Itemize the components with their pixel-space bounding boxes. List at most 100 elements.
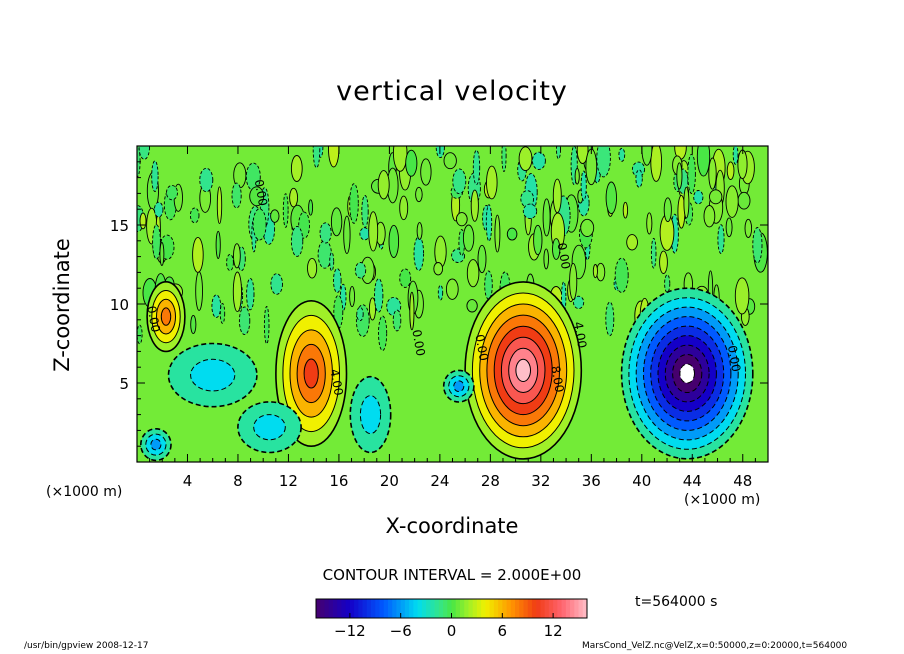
colorbar-tick-label: −6 — [390, 622, 412, 640]
colorbar-segment — [536, 599, 541, 618]
turbulent-eddy — [445, 278, 459, 300]
turbulent-eddy — [635, 169, 643, 188]
colorbar-segment — [366, 599, 372, 618]
colorbar-segment — [570, 599, 575, 618]
turbulent-eddy — [737, 191, 751, 210]
colorbar-segment — [561, 599, 567, 618]
turbulent-eddy — [725, 217, 733, 238]
turbulent-eddy — [219, 303, 226, 324]
turbulent-eddy — [726, 161, 735, 180]
turbulent-eddy — [708, 157, 717, 190]
turbulent-eddy — [683, 186, 690, 219]
turbulent-eddy — [737, 149, 748, 180]
turbulent-eddy — [159, 242, 165, 266]
updraft-cell — [464, 281, 583, 460]
turbulent-eddy — [416, 222, 423, 240]
turbulent-eddy — [290, 155, 303, 182]
contour-label: 0.00 — [144, 305, 162, 334]
turbulent-eddy — [486, 165, 498, 200]
colorbar-segment — [498, 599, 503, 618]
turbulent-eddy — [605, 181, 617, 215]
colorbar-segment — [451, 599, 457, 618]
contour-label: 0.00 — [725, 344, 743, 373]
turbulent-eddy — [472, 149, 481, 186]
colorbar-segment — [371, 599, 376, 618]
turbulent-eddy — [659, 250, 668, 274]
colorbar-segment — [582, 599, 588, 618]
turbulent-eddy — [717, 224, 725, 254]
downdraft-cell — [349, 375, 392, 454]
turbulent-eddy — [359, 227, 370, 241]
turbulent-eddy — [374, 278, 384, 313]
turbulent-eddy — [556, 146, 561, 160]
turbulent-eddy — [543, 248, 549, 270]
turbulent-eddy — [413, 236, 425, 271]
colorbar-segment — [383, 599, 389, 618]
turbulent-eddy — [569, 262, 578, 301]
turbulent-eddy — [328, 146, 340, 168]
x-tick-label: 12 — [279, 472, 298, 490]
turbulent-eddy — [650, 237, 657, 269]
turbulent-eddy — [622, 201, 629, 219]
turbulent-eddy — [576, 146, 589, 164]
turbulent-eddy — [232, 271, 242, 313]
turbulent-eddy — [485, 204, 493, 242]
turbulent-eddy — [189, 207, 200, 224]
downdraft-cell — [167, 342, 258, 408]
turbulent-eddy — [618, 147, 626, 162]
turbulent-eddy — [308, 199, 314, 216]
colorbar-segment — [387, 599, 393, 618]
x-tick-label: 40 — [632, 472, 651, 490]
colorbar-segment — [447, 599, 452, 618]
turbulent-eddy — [585, 148, 598, 186]
turbulent-eddy — [494, 214, 501, 253]
turbulent-eddy — [192, 236, 204, 273]
turbulent-eddy — [252, 208, 267, 241]
turbulent-eddy — [399, 268, 412, 288]
contour-level — [303, 358, 319, 389]
x-axis-label: X-coordinate — [385, 514, 519, 538]
turbulent-eddy — [531, 151, 546, 170]
colorbar-segment — [557, 599, 562, 618]
contour-label: 4.00 — [571, 321, 589, 350]
turbulent-eddy — [388, 224, 400, 258]
colorbar-segment — [523, 599, 529, 618]
colorbar-segment — [316, 599, 321, 618]
colorbar-segment — [544, 599, 550, 618]
turbulent-eddy — [249, 186, 265, 207]
turbulent-eddy — [392, 309, 402, 332]
colorbar-tick-label: −12 — [334, 622, 366, 640]
colorbar-segment — [553, 599, 558, 618]
colorbar-segment — [400, 599, 406, 618]
colorbar: −12 −6 0 6 12 — [315, 598, 588, 640]
turbulent-eddy — [596, 146, 611, 178]
x-tick-label: 36 — [582, 472, 601, 490]
colorbar-segment — [464, 599, 469, 618]
turbulent-eddy — [343, 215, 351, 254]
z-tick-label: 5 — [119, 375, 129, 393]
contour-label: 0.00 — [252, 178, 270, 207]
turbulent-eddy — [466, 259, 480, 288]
colorbar-segment — [459, 599, 465, 618]
x-tick-label: 24 — [430, 472, 449, 490]
turbulent-eddy — [378, 315, 388, 351]
colorbar-segment — [379, 599, 385, 618]
x-tick-label: 44 — [683, 472, 702, 490]
x-tick-label: 8 — [233, 472, 243, 490]
turbulent-eddy — [646, 212, 653, 235]
x-tick-label: 32 — [531, 472, 550, 490]
turbulent-eddy — [663, 197, 672, 223]
z-tick-label: 10 — [110, 296, 129, 314]
turbulent-eddy — [246, 277, 255, 311]
colorbar-segment — [430, 599, 435, 618]
colorbar-segment — [337, 599, 342, 618]
contour-level — [679, 363, 696, 384]
turbulent-eddy — [437, 284, 444, 301]
turbulent-eddy — [452, 168, 467, 195]
turbulent-eddy — [580, 218, 595, 237]
colorbar-segment — [472, 599, 478, 618]
turbulent-eddy — [552, 178, 562, 214]
colorbar-segment — [565, 599, 571, 618]
z-axis-unit: (×1000 m) — [46, 484, 123, 500]
